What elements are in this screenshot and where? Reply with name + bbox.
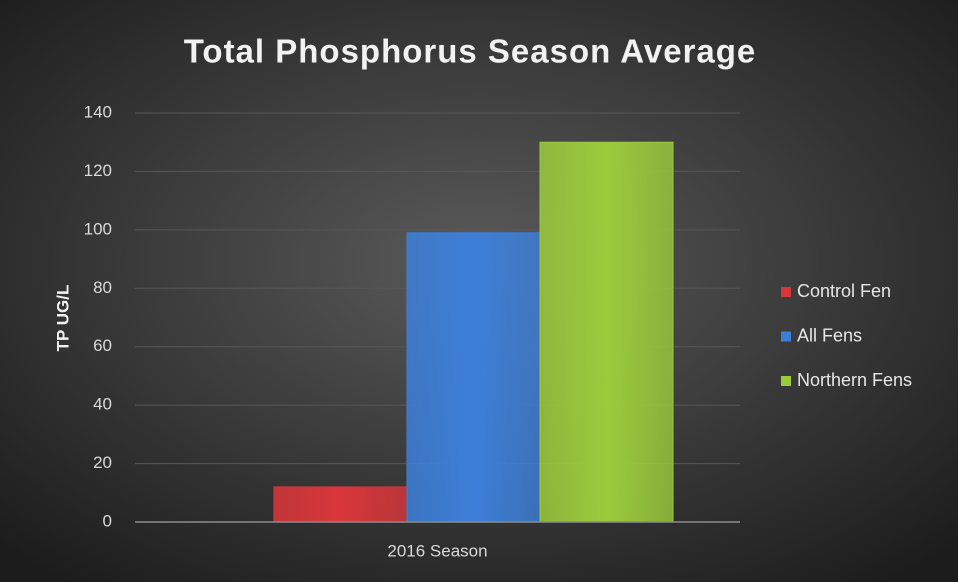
legend-label: Control Fen: [797, 281, 891, 301]
y-axis-label: TP UG/L: [53, 285, 72, 352]
y-tick-label: 0: [103, 511, 112, 530]
y-tick-label: 140: [84, 102, 112, 121]
legend-swatch: [781, 287, 791, 297]
bar: [539, 141, 674, 523]
legend-swatch: [781, 331, 791, 342]
bar: [273, 486, 408, 523]
legend-swatch: [781, 376, 791, 386]
y-tick-label: 20: [93, 453, 112, 472]
y-tick-label: 40: [93, 395, 112, 414]
y-tick-label: 60: [93, 336, 112, 355]
legend-label: Northern Fens: [797, 370, 912, 390]
y-tick-label: 80: [93, 278, 112, 297]
y-tick-label: 100: [84, 219, 112, 238]
bar: [406, 232, 541, 523]
y-tick-label: 120: [84, 161, 112, 180]
x-tick-label: 2016 Season: [387, 541, 487, 560]
legend-label: All Fens: [797, 325, 862, 345]
chart-title: Total Phosphorus Season Average: [184, 33, 757, 70]
